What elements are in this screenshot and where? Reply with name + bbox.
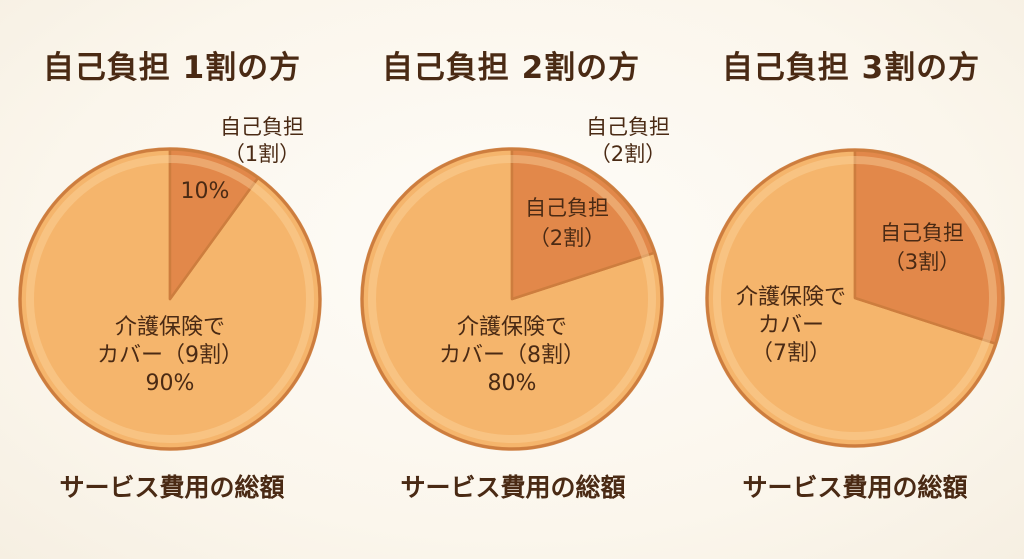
self-pay-callout: 自己負担 （2割） (586, 114, 670, 168)
slice-label-line: 自己負担 (880, 221, 964, 245)
pie-outline (360, 147, 664, 451)
total-cost-label: サービス費用の総額 (400, 473, 626, 502)
pie-highlight-ring (368, 155, 656, 443)
callout-line: （1割） (223, 142, 301, 166)
pie-chart-1 (18, 147, 322, 451)
self-pay-slice-label: 自己負担 （3割） (880, 219, 964, 277)
slice-label-line: 介護保険で (114, 315, 225, 340)
pie-outline (18, 147, 322, 451)
pie-chart-3 (705, 148, 1005, 448)
chart-title: 自己負担 1割の方 (42, 50, 302, 86)
slice-label-line: （2割） (528, 226, 606, 250)
slice-label-line: 80% (487, 371, 537, 396)
total-cost-label: サービス費用の総額 (742, 473, 968, 502)
slice-label-line: 介護保険で (735, 285, 847, 310)
slice-label-line: カバー（8割） (439, 343, 585, 368)
callout-line: 自己負担 (586, 115, 670, 139)
self-pay-callout: 自己負担 （1割） (220, 114, 304, 168)
slice-label-line: カバー (757, 313, 825, 338)
chart-title: 自己負担 2割の方 (381, 50, 641, 86)
slice-label-line: 10% (180, 179, 230, 204)
insurance-slice-label: 介護保険で カバー （7割） (736, 284, 846, 368)
slice-label-line: 自己負担 (525, 196, 609, 220)
pie-outline (705, 148, 1005, 448)
slice-label-line: （3割） (883, 250, 961, 274)
slice-label-line: カバー（9割） (97, 343, 243, 368)
chart-title: 自己負担 3割の方 (721, 50, 981, 86)
slice-label-line: 90% (145, 371, 195, 396)
callout-line: 自己負担 (220, 115, 304, 139)
slice-label-line: （7割） (750, 341, 831, 366)
callout-line: （2割） (589, 142, 667, 166)
total-cost-label: サービス費用の総額 (59, 473, 285, 502)
pie-chart-2 (360, 147, 664, 451)
pie-highlight-ring (26, 155, 314, 443)
self-pay-slice-label: 10% (181, 178, 230, 206)
insurance-slice-label: 介護保険で カバー（8割） 80% (439, 314, 585, 398)
self-pay-slice-label: 自己負担 （2割） (525, 193, 609, 253)
pie-highlight-ring (713, 156, 997, 440)
insurance-slice-label: 介護保険で カバー（9割） 90% (97, 314, 243, 398)
slice-label-line: 介護保険で (456, 315, 567, 340)
